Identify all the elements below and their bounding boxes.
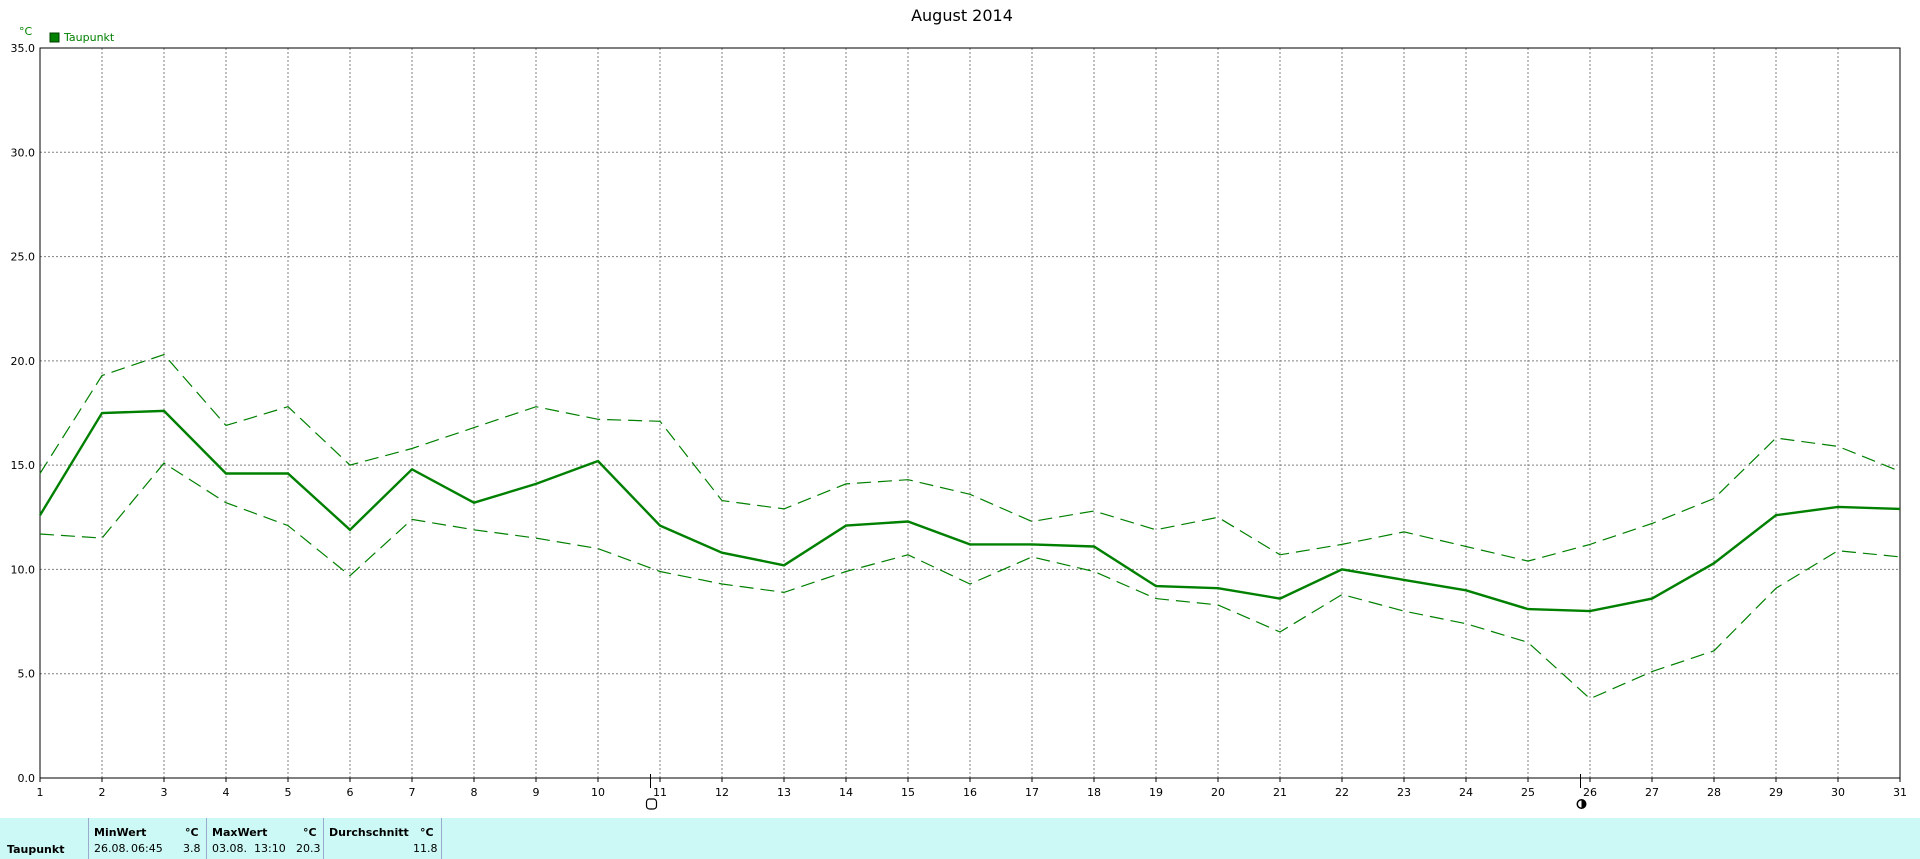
new-moon-icon — [1576, 799, 1587, 809]
min-unit: °C — [185, 826, 199, 839]
x-tick-label: 24 — [1459, 786, 1473, 799]
avg-header: Durchschnitt — [329, 826, 409, 839]
y-tick-label: 35.0 — [11, 42, 36, 55]
x-tick-label: 3 — [161, 786, 168, 799]
x-tick-label: 26 — [1583, 786, 1597, 799]
y-tick-label: 30.0 — [11, 146, 36, 159]
min-value: 3.8 — [183, 842, 201, 855]
x-tick-label: 5 — [285, 786, 292, 799]
x-tick-label: 2 — [99, 786, 106, 799]
y-tick-label: 0.0 — [18, 772, 36, 785]
min-date: 26.08. — [94, 842, 129, 855]
avg-value: 11.8 — [413, 842, 438, 855]
stats-bar: Taupunkt MinWert °C 26.08. 06:45 3.8 Max… — [0, 818, 1920, 859]
grid — [40, 48, 1900, 778]
x-tick-label: 10 — [591, 786, 605, 799]
legend-swatch — [49, 32, 60, 43]
max-time: 13:10 — [254, 842, 286, 855]
x-tick-label: 17 — [1025, 786, 1039, 799]
x-tick-label: 30 — [1831, 786, 1845, 799]
series-line-taupunkt — [38, 409, 1901, 613]
min-time: 06:45 — [131, 842, 163, 855]
x-tick-label: 31 — [1893, 786, 1907, 799]
x-tick-label: 21 — [1273, 786, 1287, 799]
x-tick-label: 27 — [1645, 786, 1659, 799]
x-tick-label: 12 — [715, 786, 729, 799]
x-tick-label: 20 — [1211, 786, 1225, 799]
y-axis: 0.0 5.0 10.0 15.0 20.0 25.0 30.0 35.0 — [11, 42, 36, 785]
max-unit: °C — [303, 826, 317, 839]
y-tick-label: 10.0 — [11, 563, 36, 576]
stats-avg-cell: Durchschnitt °C 11.8 — [324, 818, 442, 859]
x-tick-label: 22 — [1335, 786, 1349, 799]
min-header: MinWert — [94, 826, 147, 839]
chart-title: August 2014 — [911, 6, 1013, 25]
x-tick-label: 13 — [777, 786, 791, 799]
series-group — [38, 353, 1901, 700]
max-date: 03.08. — [212, 842, 247, 855]
y-tick-label: 25.0 — [11, 251, 36, 264]
x-tick-label: 29 — [1769, 786, 1783, 799]
legend-label: Taupunkt — [63, 31, 115, 44]
x-axis: 1 2 3 4 5 6 7 8 9 10 11 12 13 14 15 16 17 18 19 20 21 22 23 24 2… — [37, 778, 1907, 799]
avg-unit: °C — [420, 826, 434, 839]
x-tick-label: 19 — [1149, 786, 1163, 799]
moon-markers — [645, 774, 1587, 810]
x-tick-label: 18 — [1087, 786, 1101, 799]
x-tick-label: 15 — [901, 786, 915, 799]
x-tick-label: 8 — [471, 786, 478, 799]
x-tick-label: 23 — [1397, 786, 1411, 799]
stats-max-cell: MaxWert °C 03.08. 13:10 20.3 — [207, 818, 324, 859]
x-tick-label: 9 — [533, 786, 540, 799]
x-tick-label: 7 — [409, 786, 416, 799]
stats-row-label: Taupunkt — [7, 843, 65, 856]
stats-min-cell: MinWert °C 26.08. 06:45 3.8 — [89, 818, 207, 859]
x-tick-label: 28 — [1707, 786, 1721, 799]
x-tick-label: 14 — [839, 786, 853, 799]
x-tick-label: 6 — [347, 786, 354, 799]
series-line-daily-max — [39, 353, 1901, 562]
legend: Taupunkt — [49, 31, 115, 44]
x-tick-label: 1 — [37, 786, 44, 799]
x-tick-label: 25 — [1521, 786, 1535, 799]
max-header: MaxWert — [212, 826, 268, 839]
chart: August 2014 °C Taupunkt 0.05.010.015.020… — [11, 6, 1907, 810]
max-value: 20.3 — [296, 842, 321, 855]
y-tick-label: 15.0 — [11, 459, 36, 472]
stats-row-label-cell: Taupunkt — [0, 818, 89, 859]
series-line-daily-min — [39, 462, 1901, 700]
x-tick-label: 16 — [963, 786, 977, 799]
x-tick-label: 4 — [223, 786, 230, 799]
y-tick-label: 20.0 — [11, 355, 36, 368]
y-axis-unit: °C — [19, 25, 33, 38]
y-tick-label: 5.0 — [18, 668, 36, 681]
full-moon-icon — [645, 798, 658, 810]
x-tick-label: 11 — [653, 786, 667, 799]
